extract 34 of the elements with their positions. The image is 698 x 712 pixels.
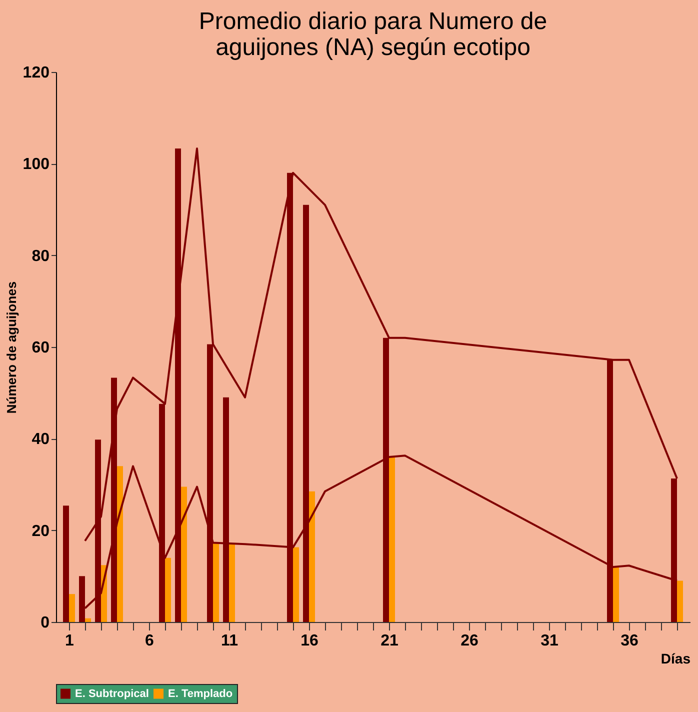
y-tick-label: 120 bbox=[22, 64, 50, 82]
y-tick-label: 60 bbox=[32, 340, 50, 356]
x-axis-title: Días bbox=[660, 650, 691, 666]
x-tick-label: 36 bbox=[620, 632, 638, 650]
y-axis-title: Número de aguijones bbox=[4, 281, 19, 414]
bar bbox=[309, 491, 315, 622]
text: aguijones (NA) según ecotipo bbox=[216, 34, 530, 61]
bar bbox=[229, 544, 235, 622]
legend-label: E. Templado bbox=[168, 688, 233, 700]
y-tick-label: 20 bbox=[32, 522, 50, 540]
bar bbox=[389, 457, 395, 622]
bar bbox=[613, 567, 619, 622]
x-tick-label: 31 bbox=[540, 632, 558, 650]
x-tick-label: 1 bbox=[65, 632, 74, 650]
bar bbox=[181, 486, 187, 622]
bar bbox=[165, 558, 171, 622]
bar bbox=[117, 466, 123, 622]
bar bbox=[213, 542, 219, 622]
y-tick-label: 80 bbox=[32, 248, 50, 265]
y-tick-label: 0 bbox=[40, 614, 50, 632]
legend-label: E. Subtropical bbox=[75, 688, 149, 700]
bar bbox=[85, 618, 91, 622]
bar bbox=[69, 594, 75, 622]
y-tick-label: 100 bbox=[22, 156, 50, 174]
bar bbox=[677, 580, 683, 622]
bar bbox=[63, 506, 69, 622]
y-tick-label: 40 bbox=[32, 431, 50, 448]
x-tick-label: 11 bbox=[221, 632, 238, 650]
bar bbox=[293, 547, 299, 622]
x-tick-label: 26 bbox=[460, 632, 478, 650]
x-tick-label: 21 bbox=[380, 632, 398, 650]
x-tick-label: 6 bbox=[145, 632, 154, 650]
x-tick-label: 16 bbox=[300, 632, 318, 650]
text: Promedio diario para Numero de bbox=[198, 8, 548, 35]
